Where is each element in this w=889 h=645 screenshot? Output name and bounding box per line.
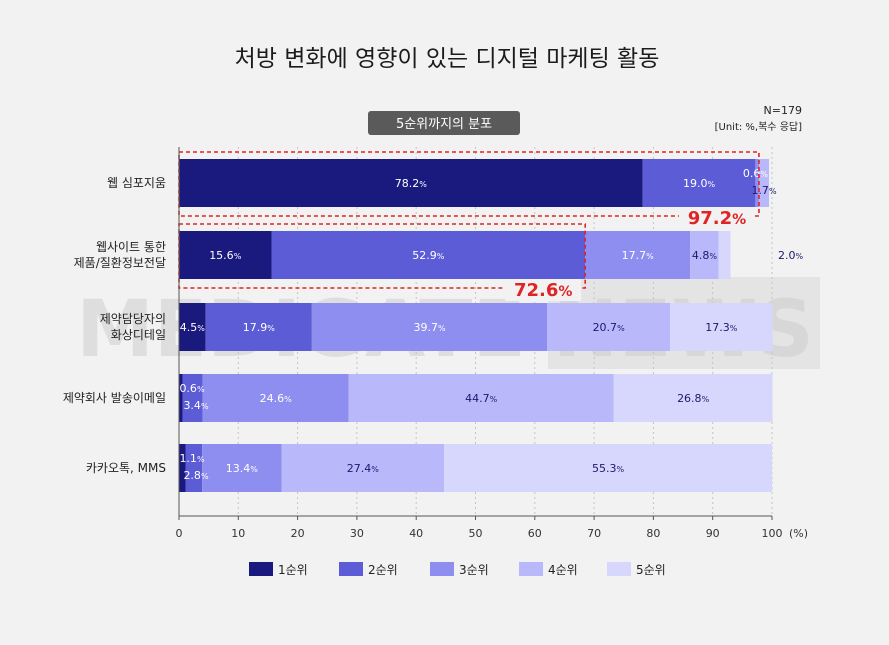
bar-segment bbox=[758, 159, 770, 207]
bar-value-label: 4.5% bbox=[180, 321, 206, 334]
bar-value-label: 4.8% bbox=[692, 249, 718, 262]
bar-segment bbox=[613, 374, 773, 422]
bar-segment bbox=[179, 231, 272, 279]
highlight-total-label: 97.2% bbox=[688, 208, 746, 229]
bar-value-label: 19.0% bbox=[683, 177, 716, 190]
x-unit-label: (%) bbox=[789, 527, 808, 540]
chart-title: 처방 변화에 영향이 있는 디지털 마케팅 활동 bbox=[235, 46, 660, 72]
bar-segment bbox=[202, 444, 282, 492]
bar-value-label: 44.7% bbox=[465, 392, 498, 405]
category-label: 카카오톡, MMS bbox=[86, 461, 166, 475]
x-tick-label: 30 bbox=[350, 527, 364, 540]
category-label: 제약담당자의 bbox=[100, 311, 166, 326]
legend-label: 2순위 bbox=[368, 563, 398, 577]
x-axis: 0 10 20 30 40 50 60 70 80 90 100 (%) bbox=[176, 147, 808, 540]
bar-value-label: 15.6% bbox=[209, 249, 242, 262]
bar-value-label: 2.0% bbox=[778, 249, 804, 262]
x-tick-label: 70 bbox=[587, 527, 601, 540]
bar-value-label: 17.3% bbox=[705, 321, 738, 334]
legend-swatch bbox=[519, 562, 543, 576]
bar-segment bbox=[755, 159, 759, 207]
subtitle-text: 5순위까지의 분포 bbox=[396, 117, 492, 132]
bar-value-label: 17.9% bbox=[243, 321, 276, 334]
unit-note: [Unit: %,복수 응답] bbox=[715, 121, 802, 133]
bar-value-label: 0.6% bbox=[743, 167, 769, 180]
bar-value-label: 78.2% bbox=[395, 177, 428, 190]
legend-label: 3순위 bbox=[459, 563, 489, 577]
legend-swatch bbox=[339, 562, 363, 576]
bar-segment bbox=[271, 231, 586, 279]
x-tick-label: 100 bbox=[762, 527, 783, 540]
legend-label: 1순위 bbox=[278, 563, 308, 577]
bar-segment bbox=[185, 444, 203, 492]
category-label: 화상디테일 bbox=[111, 328, 166, 342]
sample-size-note: N=179 bbox=[764, 104, 802, 117]
bar-segment bbox=[642, 159, 756, 207]
x-tick-label: 90 bbox=[706, 527, 720, 540]
highlight-frame bbox=[178, 223, 587, 289]
legend-swatch bbox=[607, 562, 631, 576]
legend-label: 4순위 bbox=[548, 563, 578, 577]
x-tick-label: 0 bbox=[176, 527, 183, 540]
bar-segment bbox=[585, 231, 691, 279]
x-tick-label: 60 bbox=[528, 527, 542, 540]
x-tick-label: 20 bbox=[291, 527, 305, 540]
legend: 1순위 2순위 3순위 4순위 5순위 bbox=[249, 562, 666, 577]
bar-value-label: 1.7% bbox=[751, 184, 777, 197]
bar-value-label: 13.4% bbox=[226, 462, 259, 475]
bar-value-label: 20.7% bbox=[593, 321, 626, 334]
category-label: 웹사이트 통한 bbox=[96, 240, 166, 254]
bar-value-label: 1.1% bbox=[179, 452, 205, 465]
bar-segment bbox=[179, 374, 183, 422]
bar-segment bbox=[202, 374, 349, 422]
bar-segment bbox=[182, 374, 203, 422]
bar-value-label: 2.8% bbox=[183, 469, 209, 482]
subtitle-badge-bg bbox=[368, 111, 520, 135]
bar-value-label: 3.4% bbox=[183, 399, 209, 412]
bar-segment bbox=[311, 303, 548, 351]
category-label: 제약회사 발송이메일 bbox=[63, 390, 166, 405]
highlight-label-bg bbox=[505, 279, 582, 301]
bar-value-label: 55.3% bbox=[592, 462, 625, 475]
bar-segment bbox=[690, 231, 719, 279]
highlight-label-bg bbox=[678, 207, 755, 229]
bar-value-label: 26.8% bbox=[677, 392, 710, 405]
bar-segment bbox=[444, 444, 772, 492]
legend-swatch bbox=[430, 562, 454, 576]
bar-value-label: 0.6% bbox=[179, 382, 205, 395]
bar-value-label: 52.9% bbox=[412, 249, 445, 262]
bar-segment bbox=[670, 303, 773, 351]
x-tick-label: 80 bbox=[646, 527, 660, 540]
value-labels: 78.2% 19.0% 0.6% 1.7% 15.6% 52.9% 17.7% 4.8% 2.0… bbox=[179, 167, 803, 482]
category-label: 제품/질환정보전달 bbox=[74, 256, 166, 270]
bar-segment bbox=[179, 159, 643, 207]
subtitle-badge: 5순위까지의 분포 bbox=[368, 111, 520, 135]
x-tick-label: 40 bbox=[409, 527, 423, 540]
legend-label: 5순위 bbox=[636, 563, 666, 577]
bar-segment bbox=[179, 444, 186, 492]
bar-stacks bbox=[179, 159, 773, 492]
bar-value-label: 24.6% bbox=[260, 392, 293, 405]
highlight-total-label: 72.6% bbox=[514, 280, 572, 301]
x-tick-label: 50 bbox=[469, 527, 483, 540]
category-label: 웹 심포지움 bbox=[107, 176, 166, 190]
bar-segment bbox=[718, 231, 731, 279]
x-tick-label: 10 bbox=[231, 527, 245, 540]
bar-segment bbox=[205, 303, 312, 351]
bar-segment bbox=[179, 303, 206, 351]
legend-swatch bbox=[249, 562, 273, 576]
bar-segment bbox=[547, 303, 671, 351]
bar-value-label: 27.4% bbox=[347, 462, 380, 475]
bar-segment bbox=[348, 374, 614, 422]
bar-value-label: 17.7% bbox=[622, 249, 655, 262]
bar-segment bbox=[281, 444, 445, 492]
bar-value-label: 39.7% bbox=[413, 321, 446, 334]
